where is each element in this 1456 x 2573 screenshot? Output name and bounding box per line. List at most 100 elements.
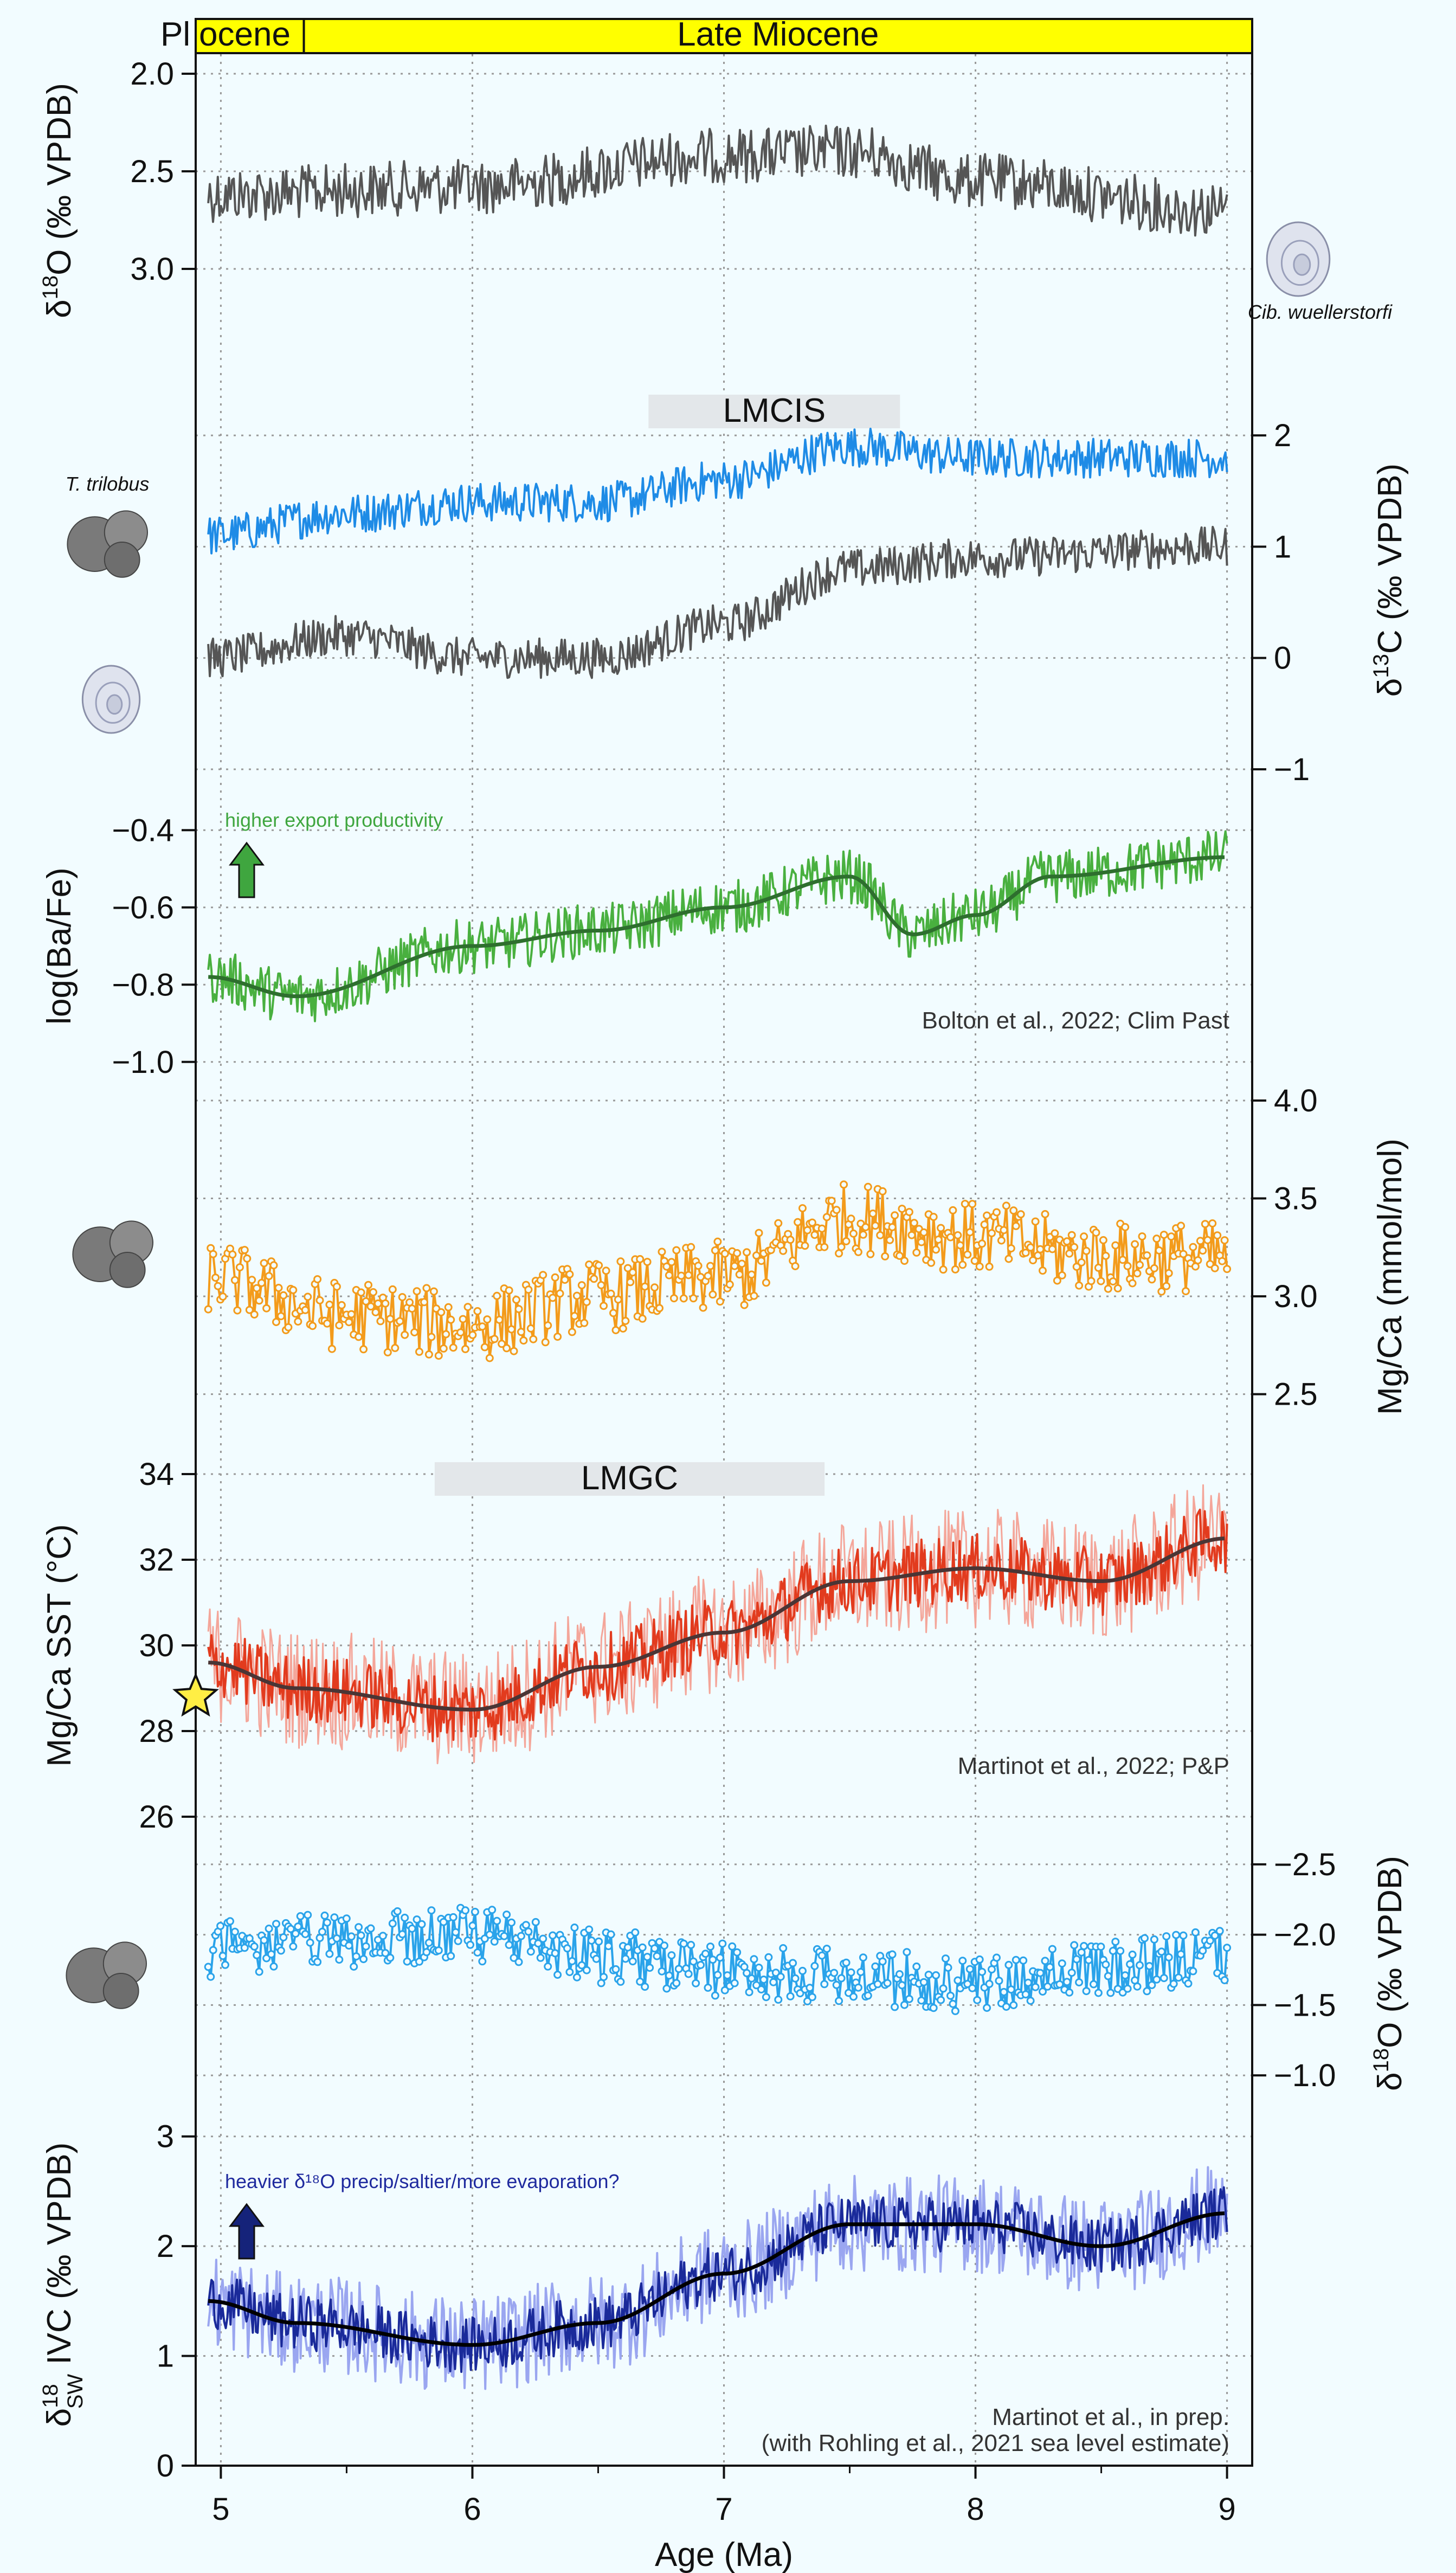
data-point (596, 1262, 602, 1269)
data-point (346, 1942, 352, 1949)
data-point (297, 1913, 304, 1920)
data-point (532, 1919, 539, 1925)
data-point (938, 1225, 944, 1231)
data-point (996, 1978, 1002, 1984)
data-point (426, 1940, 432, 1946)
data-point (601, 1974, 607, 1980)
data-point (552, 1274, 558, 1281)
data-point (642, 1984, 648, 1990)
data-point (901, 2002, 908, 2008)
data-point (523, 1922, 529, 1928)
trilobus-foram-icon (73, 1221, 153, 1287)
data-point (865, 1992, 871, 1999)
data-point (443, 1331, 449, 1337)
data-point (920, 1229, 927, 1236)
data-point (504, 1912, 510, 1918)
data-point (409, 1925, 415, 1932)
data-point (848, 1969, 854, 1976)
data-point (605, 1943, 612, 1950)
data-point (506, 1287, 512, 1294)
epoch-label-late-miocene: Late Miocene (677, 16, 879, 53)
data-point (363, 1943, 369, 1950)
ylabel-rest: IVC (‰ VPDB) (41, 2143, 78, 2374)
data-point (639, 1315, 646, 1322)
data-point (938, 1997, 944, 2003)
data-point (268, 1951, 275, 1958)
data-point (700, 1304, 706, 1311)
data-point (763, 1994, 769, 2000)
data-point (1156, 1247, 1162, 1254)
data-point (756, 1230, 762, 1236)
data-point (314, 1959, 321, 1965)
data-point (749, 1271, 755, 1278)
y-tick-label: −2.5 (1274, 1847, 1336, 1882)
data-point (1200, 1247, 1206, 1254)
data-point (1040, 1268, 1046, 1274)
data-point (1103, 1253, 1109, 1259)
data-point (377, 1318, 384, 1324)
x-tick-label: 6 (463, 2492, 481, 2527)
y-tick-label: 0 (157, 2448, 174, 2484)
data-point (1013, 1957, 1019, 1963)
data-point (860, 1954, 866, 1961)
data-point (1008, 1986, 1014, 1993)
data-point (751, 1956, 757, 1963)
data-point (307, 1939, 313, 1946)
note-BaFe: higher export productivity (225, 809, 443, 831)
data-point (943, 1956, 949, 1962)
data-point (421, 1299, 428, 1305)
data-point (1068, 1232, 1075, 1238)
data-point (333, 1935, 340, 1942)
species-label-trilobus: T. trilobus (66, 473, 150, 495)
y-tick-label: −0.8 (112, 967, 175, 1002)
data-point (933, 1972, 939, 1979)
data-point (807, 1985, 813, 1991)
y-tick-label: 3.5 (1274, 1181, 1318, 1217)
data-point (765, 1954, 772, 1960)
data-point (707, 1944, 714, 1950)
data-point (959, 1262, 966, 1268)
cib-wuellerstorfi-icon (82, 666, 139, 733)
citation-SST: Martinot et al., 2022; P&P (958, 1753, 1229, 1779)
data-point (266, 1273, 272, 1279)
ylabel-part: δ (1371, 678, 1409, 697)
data-point (920, 1979, 927, 1985)
data-point (231, 1928, 238, 1935)
data-point (569, 1958, 575, 1964)
data-point (254, 1952, 260, 1958)
data-point (879, 1188, 886, 1194)
data-point (545, 1963, 551, 1970)
data-point (392, 1345, 398, 1351)
data-point (574, 1974, 580, 1980)
data-point (904, 1949, 910, 1956)
y-tick-label: 2.5 (130, 154, 174, 189)
data-point (435, 1947, 442, 1954)
ylabel-part: δ (1371, 2072, 1409, 2091)
data-point (1154, 1976, 1160, 1983)
data-point (319, 1928, 326, 1935)
data-point (858, 1969, 864, 1976)
data-point (918, 1997, 925, 2004)
data-point (290, 1287, 297, 1294)
data-point (1168, 1233, 1175, 1240)
data-point (652, 1284, 658, 1291)
data-point (1190, 1968, 1196, 1974)
data-point (955, 1977, 961, 1984)
data-point (210, 1251, 216, 1257)
data-point (950, 1207, 956, 1213)
ylabel-sup: 18 (38, 275, 62, 300)
data-point (714, 1972, 721, 1978)
data-point (273, 1319, 280, 1326)
data-point (212, 1275, 219, 1281)
data-point (1017, 1211, 1024, 1218)
data-point (729, 1943, 736, 1950)
data-point (508, 1326, 515, 1333)
data-point (673, 1247, 680, 1253)
data-point (343, 1915, 350, 1922)
data-point (855, 1984, 861, 1991)
data-point (324, 1919, 331, 1926)
data-point (821, 1244, 828, 1250)
data-point (1020, 1957, 1027, 1964)
data-point (1037, 1970, 1043, 1976)
data-point (338, 1302, 345, 1308)
